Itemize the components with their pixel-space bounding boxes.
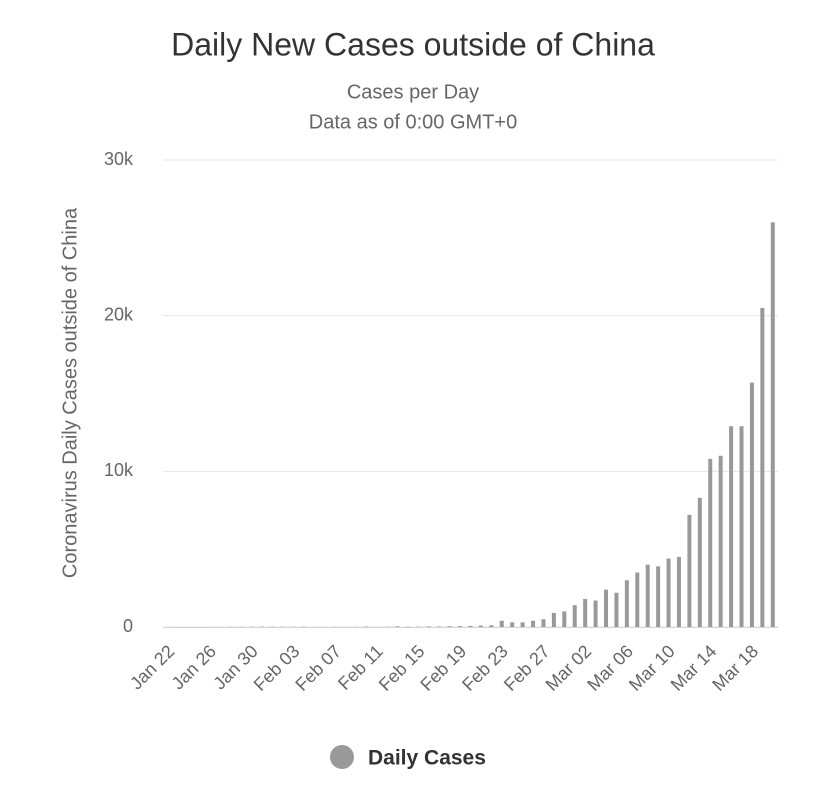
bar	[551, 612, 556, 627]
x-tick-label: Mar 14	[667, 641, 721, 695]
x-tick-label: Feb 07	[291, 641, 345, 695]
chart-subtitle: Cases per Day	[347, 81, 479, 103]
bar	[666, 558, 671, 627]
legend-marker	[330, 745, 354, 769]
bar	[520, 622, 525, 627]
bar	[510, 622, 515, 627]
bar	[708, 458, 713, 627]
bar	[624, 580, 629, 627]
bar	[718, 455, 723, 627]
x-tick-label: Mar 10	[625, 641, 679, 695]
bar	[770, 222, 775, 627]
bar	[426, 626, 431, 627]
bar	[468, 625, 473, 627]
bar	[645, 564, 650, 627]
bar	[593, 600, 598, 627]
x-tick-label: Feb 03	[250, 641, 304, 695]
y-tick-label: 0	[123, 616, 133, 636]
bar	[760, 307, 765, 627]
x-tick-label: Mar 18	[708, 641, 762, 695]
x-tick-label: Mar 02	[542, 641, 596, 695]
bar	[458, 626, 463, 627]
bar	[614, 592, 619, 627]
bar	[656, 566, 661, 627]
bar	[676, 556, 681, 627]
bar	[562, 611, 567, 627]
x-tick-label: Feb 15	[375, 641, 429, 695]
bar	[499, 620, 504, 627]
x-tick-label: Feb 23	[458, 641, 512, 695]
bar	[697, 497, 702, 627]
bar	[687, 514, 692, 627]
bar	[635, 572, 640, 627]
bar	[489, 625, 494, 627]
chart-title: Daily New Cases outside of China	[171, 26, 655, 62]
bar	[478, 625, 483, 627]
x-tick-label: Feb 19	[416, 641, 470, 695]
bar	[583, 598, 588, 627]
bar	[395, 626, 400, 627]
bar	[604, 589, 609, 627]
bar	[437, 626, 442, 627]
x-tick-label: Mar 06	[583, 641, 637, 695]
x-tick-label: Jan 22	[126, 641, 178, 693]
bar	[531, 620, 536, 627]
y-tick-label: 20k	[104, 304, 134, 324]
bar	[572, 605, 577, 627]
x-tick-label: Jan 26	[168, 641, 220, 693]
bar	[541, 619, 546, 627]
legend-label: Daily Cases	[368, 747, 486, 770]
x-tick-label: Feb 27	[500, 641, 554, 695]
bar	[749, 382, 754, 627]
bar	[739, 426, 744, 627]
bar	[447, 626, 452, 627]
y-tick-label: 10k	[104, 460, 134, 480]
chart-subtitle: Data as of 0:00 GMT+0	[309, 111, 517, 133]
bar	[729, 426, 734, 627]
y-axis-label: Coronavirus Daily Cases outside of China	[59, 207, 81, 578]
y-tick-label: 30k	[104, 149, 134, 169]
